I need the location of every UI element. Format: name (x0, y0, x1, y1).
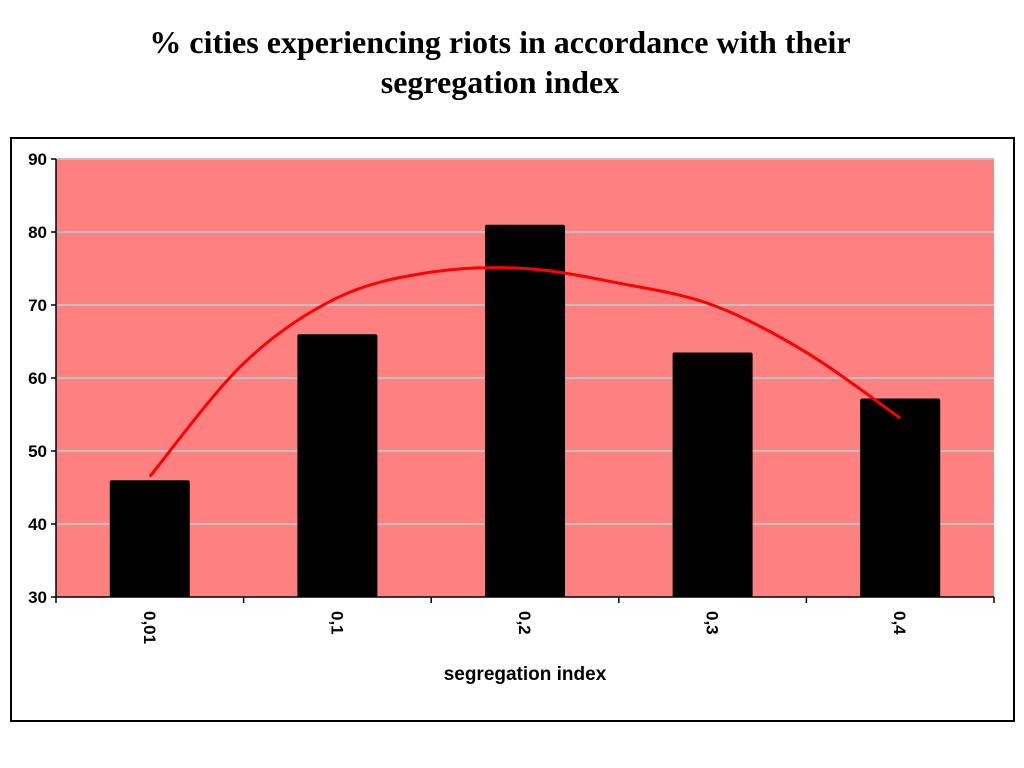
x-tick-label: 0,2 (515, 611, 534, 635)
y-tick-label: 50 (28, 442, 47, 461)
y-tick-label: 40 (28, 515, 47, 534)
axes (51, 158, 995, 603)
x-tick-label: 0,01 (140, 611, 159, 644)
bar-0-4 (860, 398, 941, 597)
bar-0-1 (297, 334, 378, 597)
y-tick-label: 60 (28, 369, 47, 388)
bar-0-01 (109, 480, 190, 597)
slide-title: % cities experiencing riots in accordanc… (140, 22, 860, 102)
x-tick-label: 0,3 (703, 611, 722, 635)
bar-0-3 (672, 352, 753, 597)
bars (109, 224, 941, 597)
y-tick-label: 30 (28, 588, 47, 607)
x-tick-label: 0,4 (890, 611, 909, 635)
bar-chart: 30 40 50 60 70 80 90 0,01 0,1 0,2 0,3 0,4 segregat… (28, 150, 995, 685)
y-axis-labels: 30 40 50 60 70 80 90 (28, 150, 47, 607)
y-tick-label: 90 (28, 150, 47, 169)
chart-frame: 30 40 50 60 70 80 90 0,01 0,1 0,2 0,3 0,4 segregat… (10, 137, 1015, 722)
title-line-1: % cities experiencing riots in accordanc… (149, 24, 851, 60)
title-line-2: segregation index (380, 64, 620, 100)
trendline-group (148, 266, 902, 478)
bar-0-2 (485, 224, 565, 597)
y-tick-label: 70 (28, 296, 47, 315)
y-tick-label: 80 (28, 223, 47, 242)
x-tick-label: 0,1 (327, 611, 346, 635)
x-axis-labels: 0,01 0,1 0,2 0,3 0,4 (140, 611, 909, 644)
x-axis-title: segregation index (444, 664, 607, 685)
trendline (148, 266, 902, 478)
